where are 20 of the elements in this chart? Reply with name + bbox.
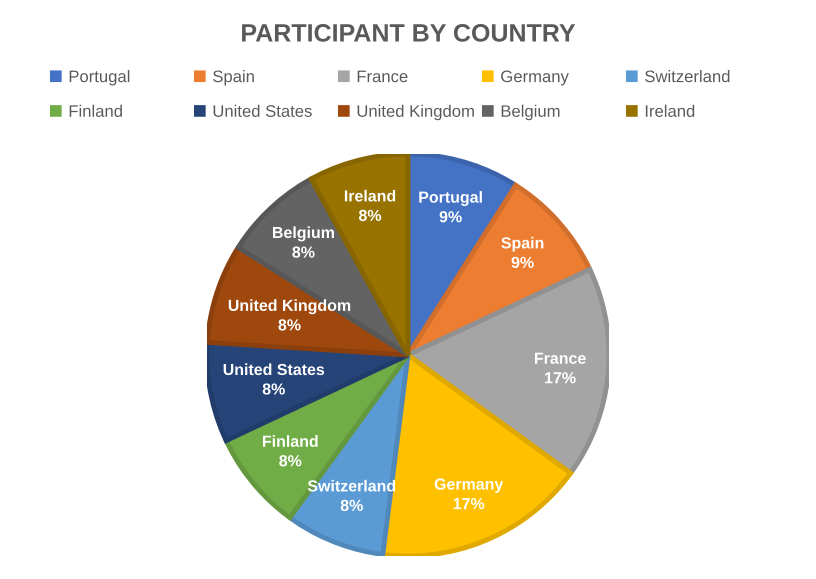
legend-label: Switzerland: [645, 70, 730, 82]
legend-label: Spain: [213, 70, 254, 86]
data-label: United Kingdom 8%: [228, 299, 350, 331]
data-label: Ireland 8%: [344, 190, 396, 222]
legend-label: Portugal: [70, 70, 130, 86]
legend-label: United States: [214, 104, 312, 117]
legend-label: Belgium: [502, 104, 560, 120]
legend-label: United Kingdom: [358, 104, 474, 120]
legend-label: France: [358, 70, 408, 82]
legend-label: Finland: [70, 104, 122, 117]
legend-label: Germany: [501, 70, 569, 86]
data-label: Spain 9%: [501, 236, 544, 268]
data-label: Belgium 8%: [272, 226, 334, 258]
data-label: United States 8%: [224, 363, 324, 395]
data-label: France 17%: [534, 352, 586, 384]
chart-title: PARTICIPANT BY COUNTRY: [242, 24, 576, 42]
data-label: Finland 8%: [262, 435, 318, 466]
data-label: Portugal 9%: [419, 191, 482, 222]
legend-label: Ireland: [646, 104, 694, 117]
data-label: Germany 17%: [434, 478, 504, 510]
